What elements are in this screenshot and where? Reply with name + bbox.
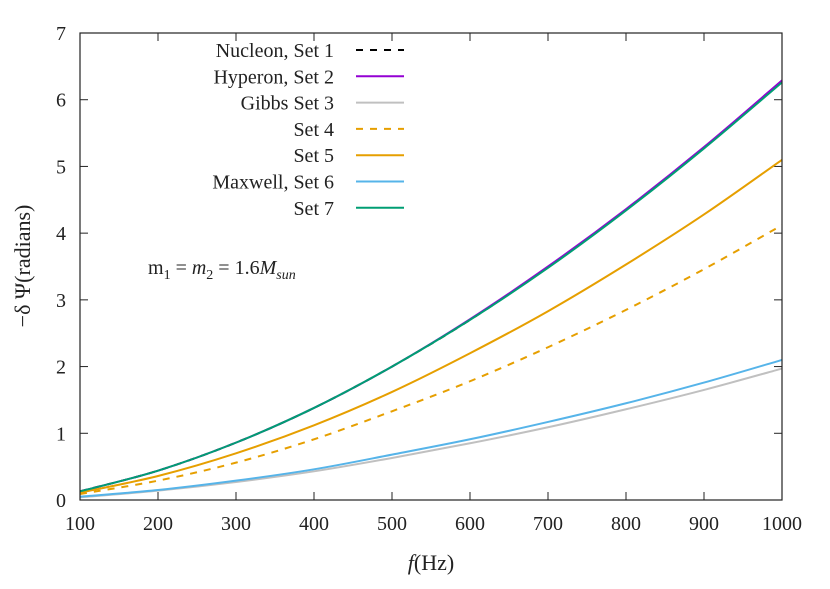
x-tick-label: 700: [533, 513, 563, 535]
series-line-5: [79, 158, 783, 494]
legend-label: Set 4: [293, 119, 334, 141]
series-line-4: [79, 224, 783, 495]
series-line-3: [79, 367, 783, 499]
axis-ticks: 100 200 300 400 500 600 700 800 900 1000 0 1 2 3 4 5 6 7: [56, 23, 802, 535]
x-tick-label: 200: [143, 513, 173, 535]
mass-annotation: m1 = m2 = 1.6Msun: [148, 257, 296, 283]
y-tick-label: 2: [56, 357, 66, 379]
y-tick-label: 3: [56, 290, 66, 312]
y-axis-label: −δ Ψ(radians): [10, 205, 35, 328]
legend: Nucleon, Set 1 Hyperon, Set 2 Gibbs Set 3 S…: [212, 40, 404, 220]
plot-frame: [79, 32, 783, 501]
legend-label: Set 5: [293, 145, 334, 167]
y-tick-label: 4: [56, 223, 66, 245]
series-line-2: [79, 79, 783, 493]
series-line-1: [79, 80, 783, 493]
y-tick-label: 0: [56, 490, 66, 512]
x-axis-label: f(Hz): [408, 550, 454, 575]
legend-label: Nucleon, Set 1: [216, 40, 334, 62]
series-line-6: [79, 358, 783, 498]
y-tick-label: 5: [56, 156, 66, 178]
x-tick-label: 300: [221, 513, 251, 535]
legend-label: Maxwell, Set 6: [212, 172, 334, 194]
legend-label: Gibbs Set 3: [241, 93, 334, 115]
x-tick-label: 600: [455, 513, 485, 535]
legend-label: Set 7: [293, 198, 334, 220]
x-tick-label: 900: [689, 513, 719, 535]
x-tick-label: 400: [299, 513, 329, 535]
series-line-7: [79, 81, 783, 493]
x-tick-label: 800: [611, 513, 641, 535]
x-tick-label: 500: [377, 513, 407, 535]
y-tick-label: 1: [56, 423, 66, 445]
series-curves: [79, 79, 783, 499]
y-tick-label: 6: [56, 90, 66, 112]
y-tick-label: 7: [56, 23, 66, 45]
x-tick-label: 1000: [762, 513, 802, 535]
x-tick-label: 100: [65, 513, 95, 535]
legend-label: Hyperon, Set 2: [213, 66, 334, 88]
